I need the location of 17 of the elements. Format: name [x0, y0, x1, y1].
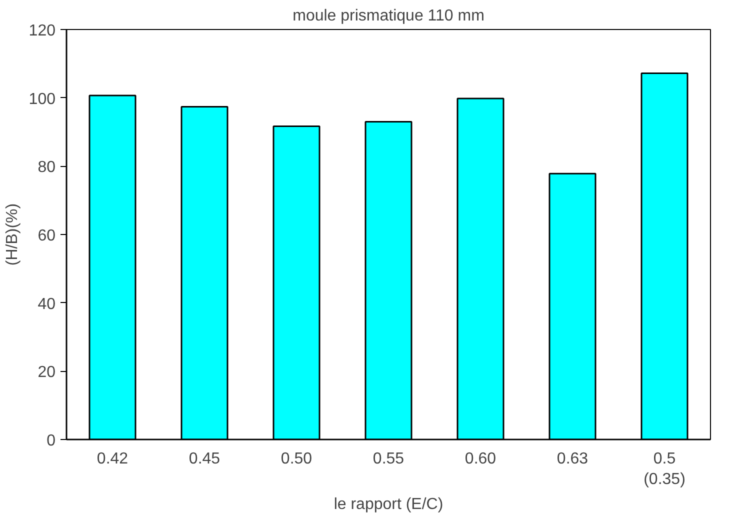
x-tick-label: 0.50: [280, 450, 312, 468]
y-axis-title: (H/B)(%): [4, 203, 21, 266]
x-tick-label: 0.63: [556, 450, 588, 468]
y-tick-label: 60: [38, 228, 56, 244]
x-tick-label: 0.55: [372, 450, 404, 468]
y-tick-label: 80: [38, 159, 56, 176]
y-tick-label: 120: [28, 22, 56, 40]
y-tick-label: 0: [46, 432, 56, 450]
y-tick-label: 100: [28, 90, 56, 108]
x-tick-label: 0.60: [464, 450, 496, 468]
x-tick-label: 0.45: [188, 450, 220, 468]
chart-title: moule prismatique 110 mm: [292, 8, 484, 24]
x-axis-title: le rapport (E/C): [334, 496, 444, 513]
y-tick-label: 40: [38, 296, 56, 313]
y-tick-label: 20: [38, 364, 56, 382]
x-tick-label: 0.42: [96, 450, 128, 468]
x-tick-label: 0.5 (0.35): [644, 450, 686, 488]
